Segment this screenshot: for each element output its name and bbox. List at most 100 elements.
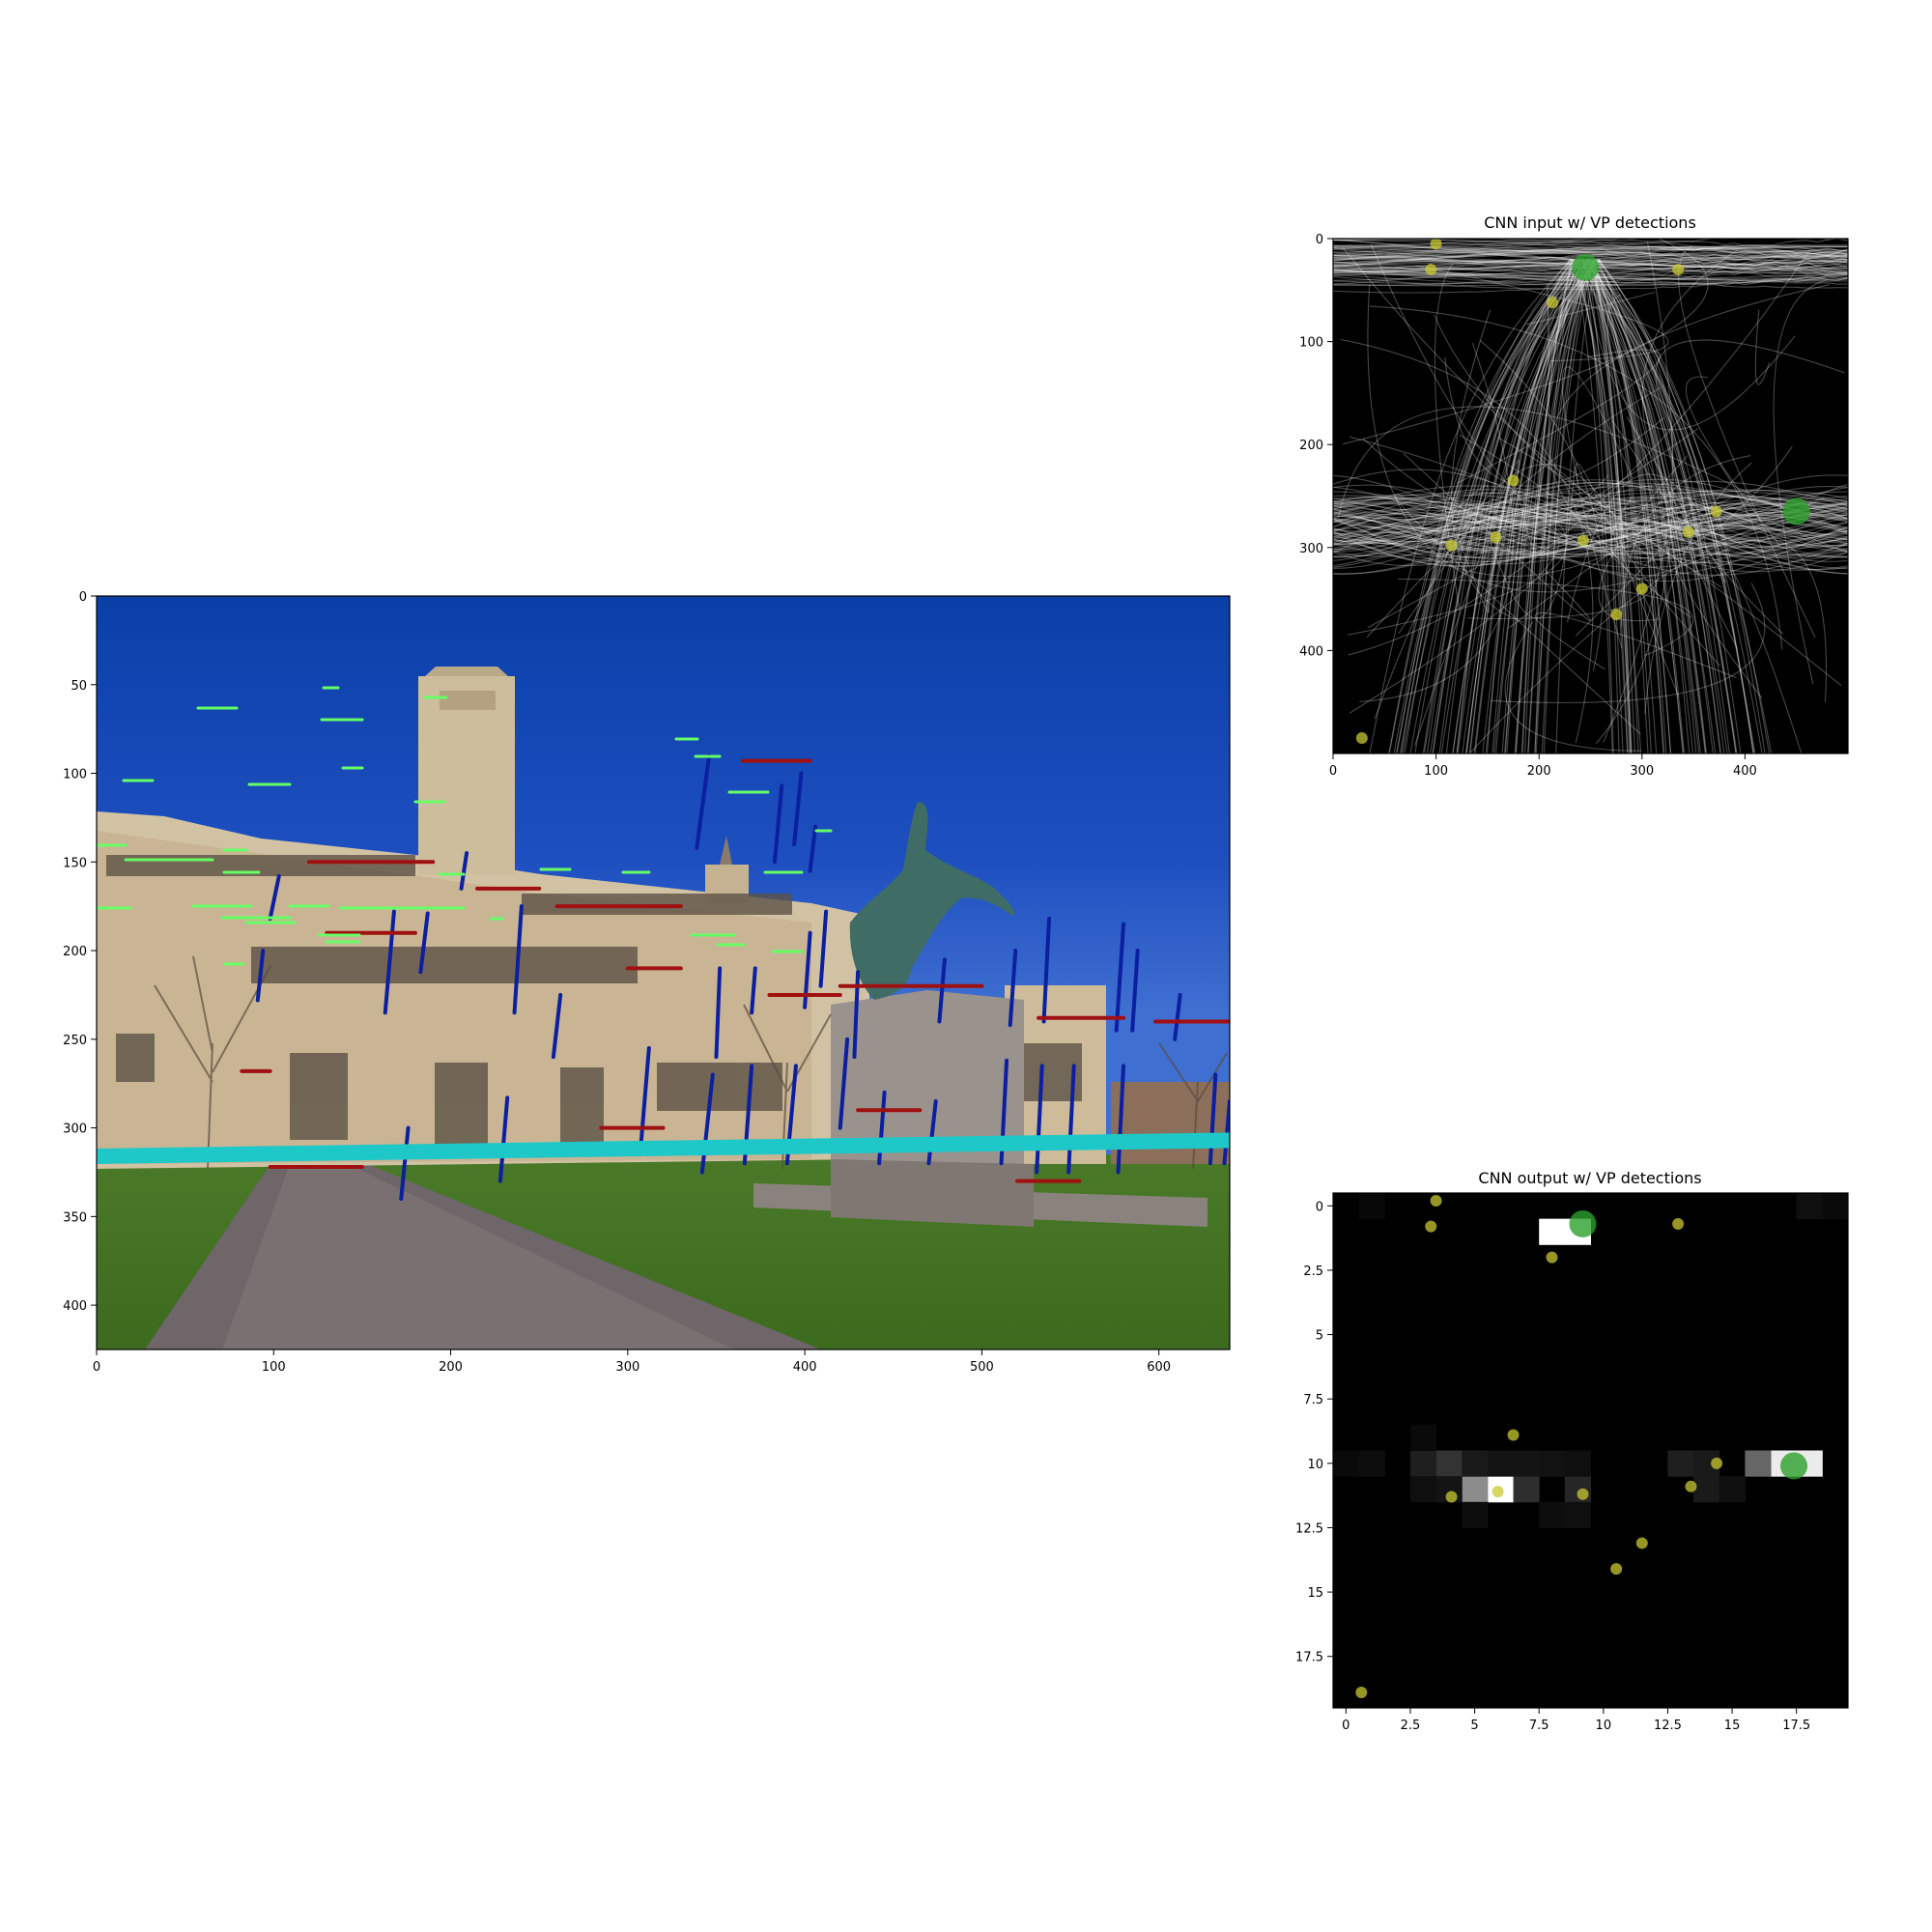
hough-curve bbox=[1754, 309, 1771, 385]
hough-curve bbox=[1333, 498, 1848, 555]
hough-curve bbox=[1495, 259, 1589, 753]
photo-y-tick-label: 400 bbox=[63, 1299, 87, 1314]
hough-curve bbox=[1333, 515, 1848, 547]
blue-segment bbox=[399, 1125, 411, 1201]
hough-curve bbox=[1409, 258, 1600, 753]
hough-curve bbox=[1333, 269, 1848, 286]
hough-curve bbox=[1465, 259, 1598, 753]
hough-curve bbox=[1393, 258, 1589, 753]
hough-curve bbox=[1773, 279, 1827, 685]
hough-curve bbox=[1575, 259, 1629, 753]
photo-y-tick-label: 150 bbox=[63, 856, 87, 870]
vp-candidate-point bbox=[1685, 1480, 1697, 1492]
hough-curve bbox=[1333, 502, 1848, 545]
hough-curve bbox=[1430, 258, 1596, 753]
hough-curve bbox=[1343, 239, 1709, 445]
hough-curve bbox=[1655, 339, 1845, 430]
hough-curve bbox=[1333, 246, 1848, 256]
hough-curve bbox=[1369, 258, 1573, 753]
hough-curve bbox=[1333, 508, 1848, 558]
blue-segment bbox=[772, 783, 784, 865]
hough-curve bbox=[1575, 463, 1680, 697]
cnn-output-panel: CNN output w/ VP detections 0 2.5 5 7.5 10 12… bbox=[1295, 1169, 1849, 1733]
cnn-input-y-tick-label: 400 bbox=[1299, 644, 1323, 659]
hough-curve bbox=[1465, 259, 1597, 753]
blue-segment bbox=[1610, 1031, 1615, 1128]
hough-curve bbox=[1333, 248, 1848, 269]
hough-curve bbox=[1333, 507, 1848, 534]
blue-segment bbox=[1313, 959, 1318, 1110]
cnn-output-y-tick-label: 15 bbox=[1307, 1586, 1323, 1601]
hough-curve bbox=[1333, 515, 1848, 558]
hough-curve bbox=[1333, 492, 1848, 521]
hough-curve bbox=[1593, 259, 1632, 753]
hough-curve bbox=[1333, 499, 1848, 545]
hough-curve bbox=[1587, 259, 1672, 753]
hough-curve bbox=[1515, 259, 1592, 753]
cnn-input-x-tick-label: 200 bbox=[1527, 764, 1551, 779]
blue-segment bbox=[1423, 933, 1428, 1022]
hough-curve bbox=[1333, 485, 1848, 527]
photo-y-tick-label: 50 bbox=[71, 679, 87, 694]
hough-curve bbox=[1333, 272, 1848, 291]
heatmap-cell bbox=[1564, 1501, 1591, 1528]
hough-curve bbox=[1590, 259, 1665, 753]
input-vp-markers bbox=[1355, 239, 1810, 745]
blue-segment bbox=[1114, 922, 1126, 1033]
heatmap-cell bbox=[1409, 1424, 1437, 1451]
hough-curve bbox=[1333, 240, 1848, 273]
hough-curve bbox=[1333, 261, 1848, 284]
hough-curve bbox=[1440, 258, 1599, 753]
hough-curve bbox=[1333, 512, 1848, 547]
hough-curve bbox=[1333, 482, 1848, 522]
hough-curve bbox=[1474, 259, 1596, 753]
blue-segment bbox=[699, 1072, 715, 1175]
blue-segment bbox=[1577, 1031, 1583, 1146]
vp-candidate-point bbox=[1682, 526, 1694, 538]
hough-curve bbox=[1333, 494, 1848, 530]
cnn-input-y-tick-label: 300 bbox=[1299, 542, 1323, 556]
hough-curve bbox=[1333, 527, 1848, 552]
vp-candidate-point bbox=[1711, 1457, 1723, 1469]
hough-curve bbox=[1504, 259, 1576, 753]
hough-curve bbox=[1333, 514, 1848, 558]
hough-curve bbox=[1367, 284, 1742, 593]
blue-segment bbox=[838, 1037, 850, 1130]
hough-curve bbox=[1333, 508, 1848, 551]
hough-curve bbox=[1333, 514, 1848, 577]
heatmap-cell bbox=[1796, 1193, 1823, 1220]
blue-segment bbox=[818, 909, 829, 988]
hough-curve bbox=[1586, 259, 1714, 753]
hough-curve bbox=[1482, 259, 1598, 753]
vp-candidate-point bbox=[1425, 263, 1437, 275]
hough-curve bbox=[1333, 509, 1848, 556]
hough-curve bbox=[1588, 259, 1652, 753]
hough-curve bbox=[1333, 239, 1848, 252]
vp-candidate-point bbox=[1355, 1687, 1368, 1699]
hough-curve bbox=[1523, 259, 1573, 753]
hough-curve bbox=[1566, 473, 1803, 753]
hough-curve bbox=[1333, 502, 1848, 555]
hough-curve bbox=[1609, 496, 1826, 563]
hough-curve bbox=[1333, 245, 1848, 274]
hough-curve bbox=[1397, 578, 1694, 657]
hough-curve bbox=[1596, 259, 1697, 753]
cnn-output-y-tick-label: 0 bbox=[1316, 1200, 1323, 1214]
hough-curve bbox=[1580, 258, 1737, 753]
cnn-input-x-tick-label: 300 bbox=[1630, 764, 1654, 779]
heatmap-cell bbox=[1539, 1450, 1566, 1477]
hough-curve bbox=[1582, 258, 1756, 753]
photo-panel: 0 100 200 300 400 500 600 05010015020025030035… bbox=[63, 590, 1615, 1375]
hough-curve bbox=[1570, 258, 1773, 753]
hough-curve bbox=[1348, 250, 1810, 656]
vp-candidate-point bbox=[1546, 1251, 1558, 1264]
cnn-output-y-tick-label: 17.5 bbox=[1295, 1651, 1323, 1665]
cnn-output-image bbox=[1333, 1193, 1848, 1708]
hough-curve bbox=[1333, 496, 1848, 553]
cnn-input-image bbox=[1333, 239, 1848, 753]
hough-curve bbox=[1333, 267, 1848, 287]
hough-curve bbox=[1534, 611, 1737, 679]
blue-segment bbox=[551, 992, 563, 1060]
hough-curve bbox=[1591, 259, 1632, 753]
hough-curve bbox=[1541, 259, 1595, 753]
